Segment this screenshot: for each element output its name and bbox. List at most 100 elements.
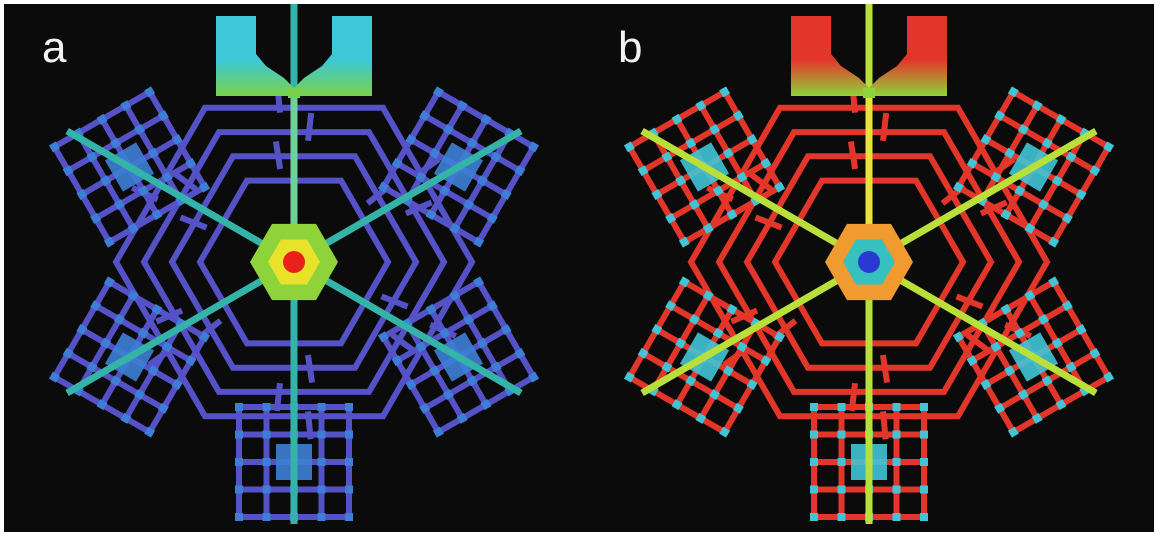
lattice-junction [810, 513, 818, 521]
channel-network [48, 4, 540, 524]
lattice-junction [151, 209, 163, 221]
lattice-junction [62, 165, 74, 177]
lattice-junction [980, 134, 992, 145]
ring-connector [305, 112, 315, 142]
lattice-junction [671, 399, 683, 411]
lattice-junction [110, 137, 122, 149]
lattice-junction [709, 389, 721, 401]
lattice-junction [1048, 236, 1060, 248]
lattice-junction [466, 137, 478, 149]
hub-core [283, 251, 305, 273]
hex-ring-2 [140, 129, 448, 395]
lattice-junction [1031, 412, 1043, 424]
lattice-junction [892, 458, 901, 466]
lattice-junction [100, 337, 112, 349]
lattice-junction [235, 458, 243, 466]
lattice-junction [48, 141, 60, 153]
lattice-junction [157, 110, 169, 122]
lattice-junction [157, 402, 169, 414]
lattice-junction [688, 199, 700, 211]
lattice-junction [637, 347, 649, 359]
nozzle-body [216, 16, 372, 96]
lattice-junction [837, 430, 846, 439]
lattice-junction [137, 185, 149, 197]
lattice-junction [675, 175, 687, 187]
lattice-junction [1024, 290, 1036, 302]
lattice-junction [317, 458, 326, 466]
lattice-junction [637, 165, 649, 177]
lattice-junction [317, 485, 326, 494]
lattice-junction [1007, 426, 1019, 438]
lattice-junction [810, 485, 818, 494]
lattice-junction [235, 485, 243, 494]
lattice-junction [317, 403, 326, 411]
lattice-junction [480, 399, 492, 411]
lattice-junction [262, 485, 271, 494]
lattice-junction [702, 222, 714, 234]
lattice-junction [466, 375, 478, 387]
lattice-junction [760, 355, 772, 367]
lattice-block-1 [952, 86, 1115, 248]
lattice-junction [76, 324, 88, 335]
hex-ring-3 [168, 153, 420, 371]
lattice-junction [920, 513, 928, 521]
hex-ring-2 [715, 129, 1023, 395]
lattice-junction [473, 236, 485, 248]
lattice-junction [473, 276, 485, 288]
lattice-junction [500, 324, 512, 335]
lattice-junction [709, 123, 721, 135]
lattice-junction [429, 365, 441, 377]
ring-connector [171, 170, 198, 192]
lattice-junction [171, 379, 183, 390]
ring-connector [754, 214, 783, 231]
lattice-junction [86, 151, 98, 163]
lattice-junction [514, 347, 526, 359]
lattice-junction [1075, 324, 1087, 335]
hex-ring-1 [112, 104, 476, 420]
lattice-junction [990, 171, 1002, 183]
lattice-junction [1103, 371, 1115, 383]
lattice-junction [110, 375, 122, 387]
lattice-junction [994, 402, 1006, 414]
lattice-junction [490, 361, 502, 373]
lattice-junction [1014, 327, 1026, 339]
lattice-junction [719, 86, 731, 98]
lattice-junction [134, 123, 146, 135]
lattice-junction [651, 189, 663, 200]
lattice-junction [528, 141, 540, 153]
lattice-junction [892, 403, 901, 411]
lattice-junction [712, 185, 724, 197]
lattice-junction [732, 110, 744, 122]
lattice-junction [235, 513, 243, 521]
lattice-junction [1017, 389, 1029, 401]
lattice-junction [147, 147, 159, 159]
lattice-junction [262, 513, 271, 521]
lattice-junction [171, 134, 183, 145]
lattice-junction [490, 151, 502, 163]
lattice-junction [678, 276, 690, 288]
lattice-junction [1055, 399, 1067, 411]
lattice-junction [732, 402, 744, 414]
lattice-junction [120, 100, 132, 112]
lattice-junction [1065, 151, 1077, 163]
lattice-junction [722, 365, 734, 377]
lattice-junction [127, 222, 139, 234]
ring-connector [272, 140, 284, 170]
channel-network [623, 4, 1115, 524]
lattice-junction [966, 157, 978, 169]
lattice-junction [113, 313, 125, 325]
lattice-junction [415, 171, 427, 183]
lattice-junction [665, 300, 677, 312]
ring-connector [847, 140, 859, 170]
lattice-junction [685, 137, 697, 149]
lattice-junction [1041, 137, 1053, 149]
lattice-junction [449, 222, 461, 234]
lattice-junction [391, 157, 403, 169]
lattice-junction [96, 113, 108, 125]
lattice-junction [528, 371, 540, 383]
lattice-junction [837, 513, 846, 521]
lattice-junction [1061, 300, 1073, 312]
lattice-junction [837, 485, 846, 494]
lattice-junction [425, 303, 437, 315]
lattice-junction [405, 134, 417, 145]
